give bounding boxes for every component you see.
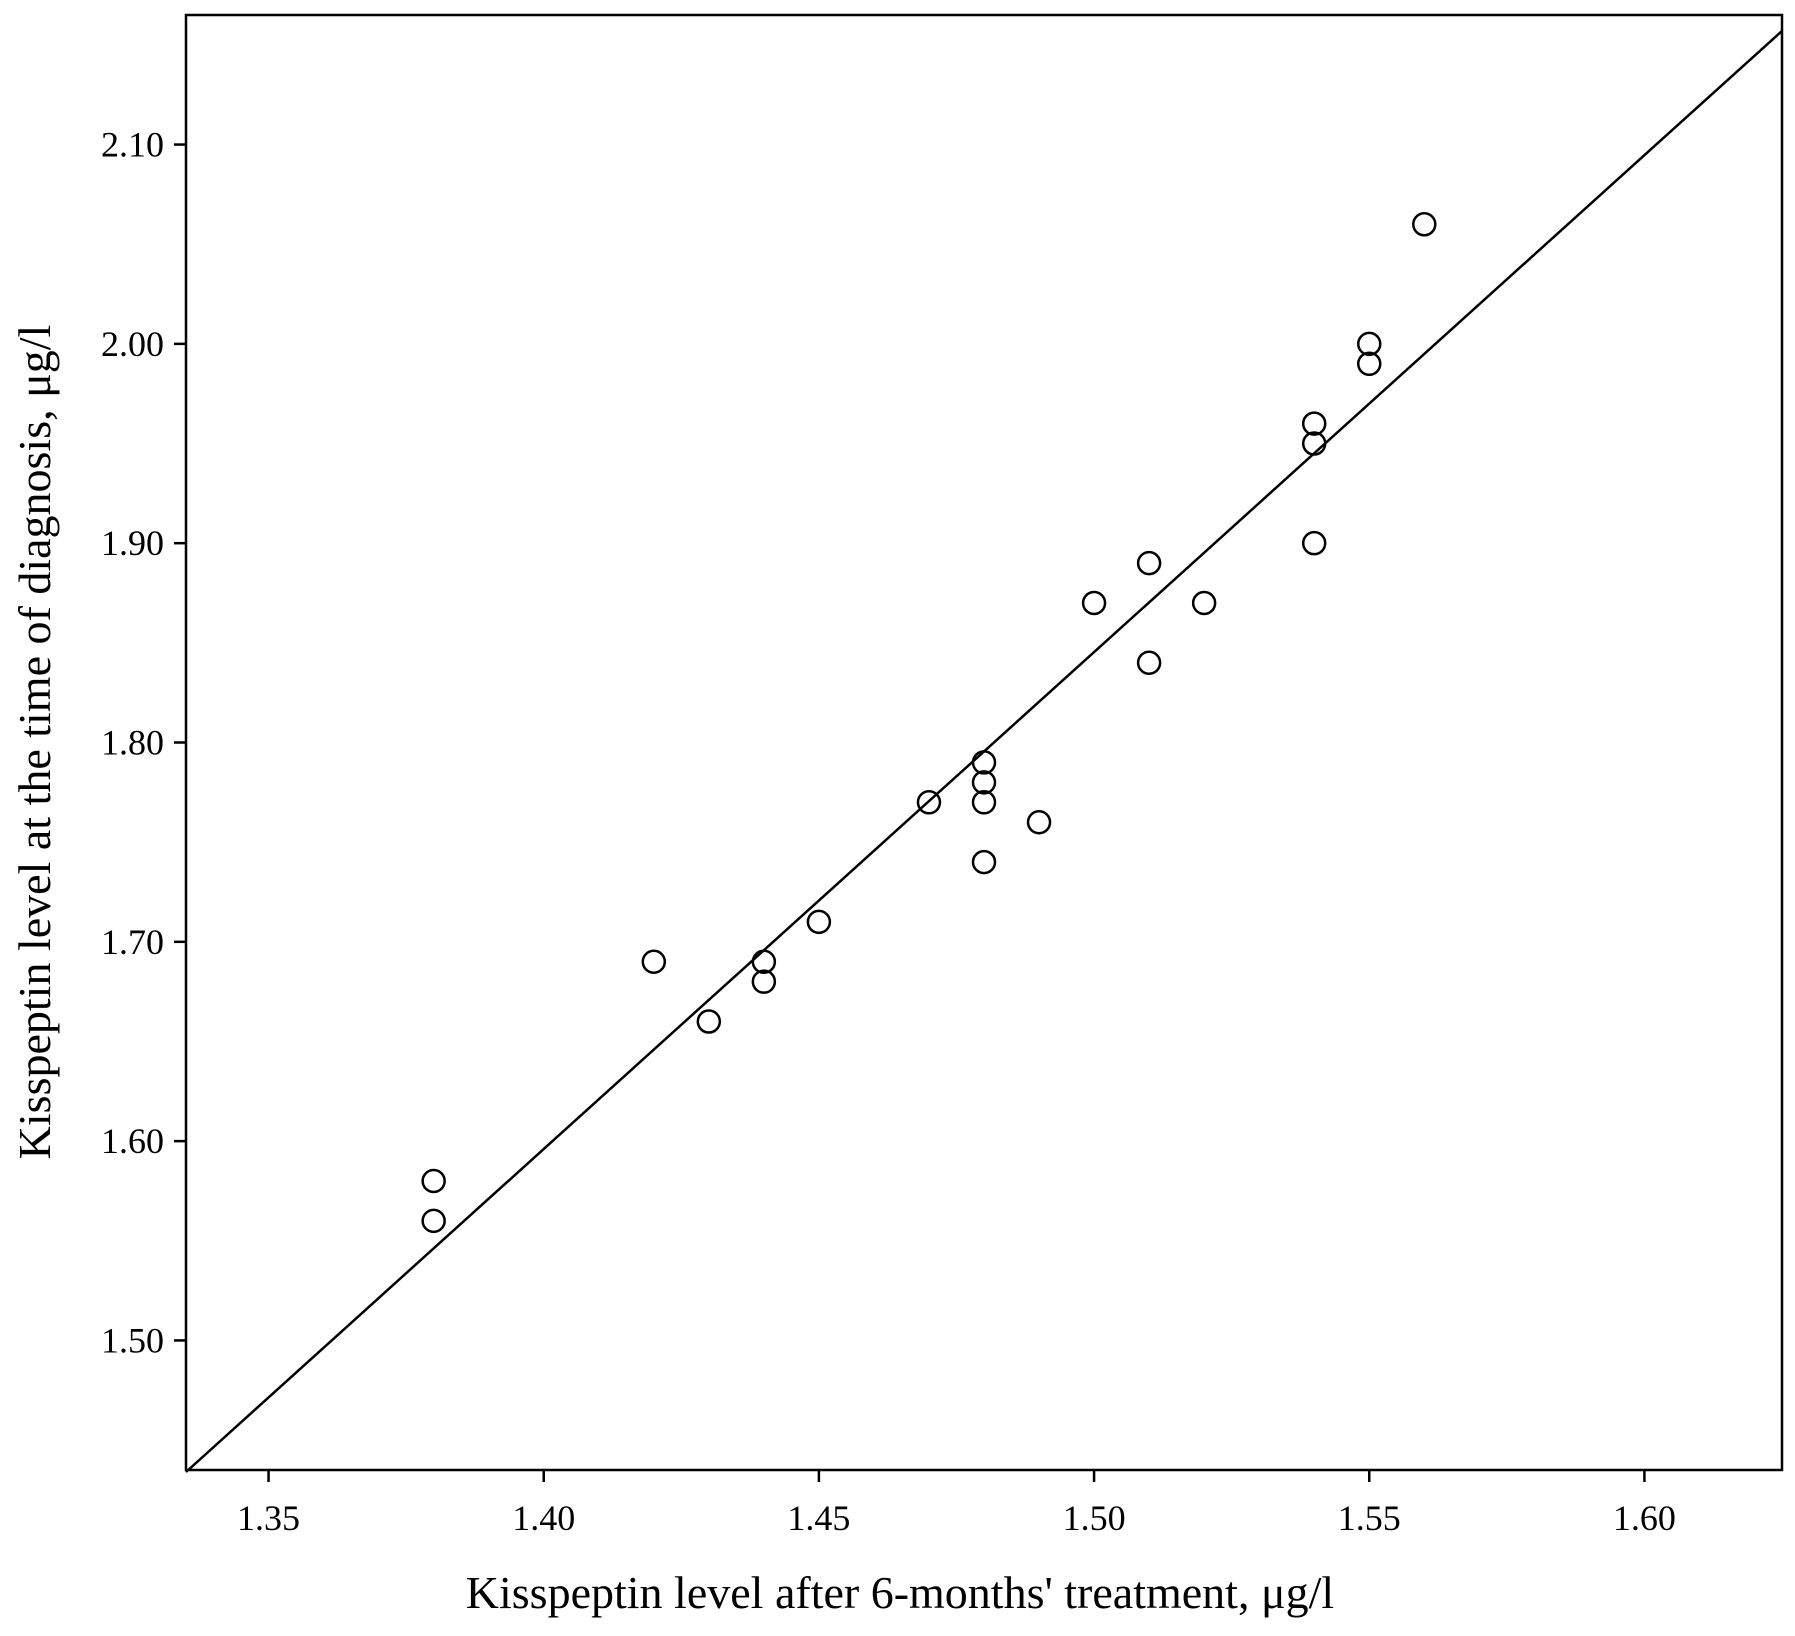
y-axis-title: Kisspeptin level at the time of diagnosi…: [9, 325, 60, 1160]
data-point: [1301, 411, 1327, 436]
data-point: [421, 1208, 446, 1234]
data-point: [696, 1009, 722, 1034]
data-point: [751, 969, 777, 994]
x-tick-label: 1.60: [1613, 1498, 1676, 1538]
data-point: [1356, 351, 1382, 377]
data-point: [1136, 650, 1162, 676]
y-tick-label: 2.10: [101, 125, 164, 165]
y-tick-label: 1.80: [101, 723, 164, 763]
data-point: [1136, 550, 1162, 576]
data-point: [971, 790, 997, 815]
data-point: [971, 750, 997, 775]
x-axis-title: Kisspeptin level after 6-months' treatme…: [466, 1567, 1334, 1618]
plot-frame: [184, 13, 1784, 1472]
data-point: [1301, 530, 1327, 556]
data-point: [1026, 809, 1052, 835]
y-tick-label: 1.50: [101, 1320, 164, 1360]
x-tick-label: 1.40: [512, 1498, 575, 1538]
data-point: [1081, 590, 1107, 616]
data-point: [971, 770, 997, 795]
data-point: [1412, 212, 1437, 237]
x-tick-label: 1.45: [787, 1498, 850, 1538]
data-point: [1301, 431, 1327, 456]
y-tick-label: 1.60: [101, 1121, 164, 1161]
data-point: [421, 1168, 446, 1194]
data-points-layer: [421, 212, 1437, 1234]
x-tick-label: 1.50: [1063, 1498, 1126, 1538]
data-point: [1191, 590, 1217, 616]
data-point: [641, 949, 667, 974]
y-tick-label: 1.70: [101, 922, 164, 962]
data-point: [806, 909, 832, 935]
data-point: [751, 949, 777, 974]
data-point: [916, 790, 942, 815]
y-tick-label: 2.00: [101, 324, 164, 364]
x-tick-label: 1.35: [237, 1498, 300, 1538]
data-point: [1356, 331, 1382, 357]
y-tick-label: 1.90: [101, 523, 164, 563]
x-axis: 1.35 1.40 1.45 1.50 1.55 1.60: [237, 1470, 1676, 1538]
y-axis: 1.50 1.60 1.70 1.80 1.90 2.00 2.10: [101, 125, 186, 1360]
data-point: [971, 849, 997, 875]
x-tick-label: 1.55: [1338, 1498, 1401, 1538]
